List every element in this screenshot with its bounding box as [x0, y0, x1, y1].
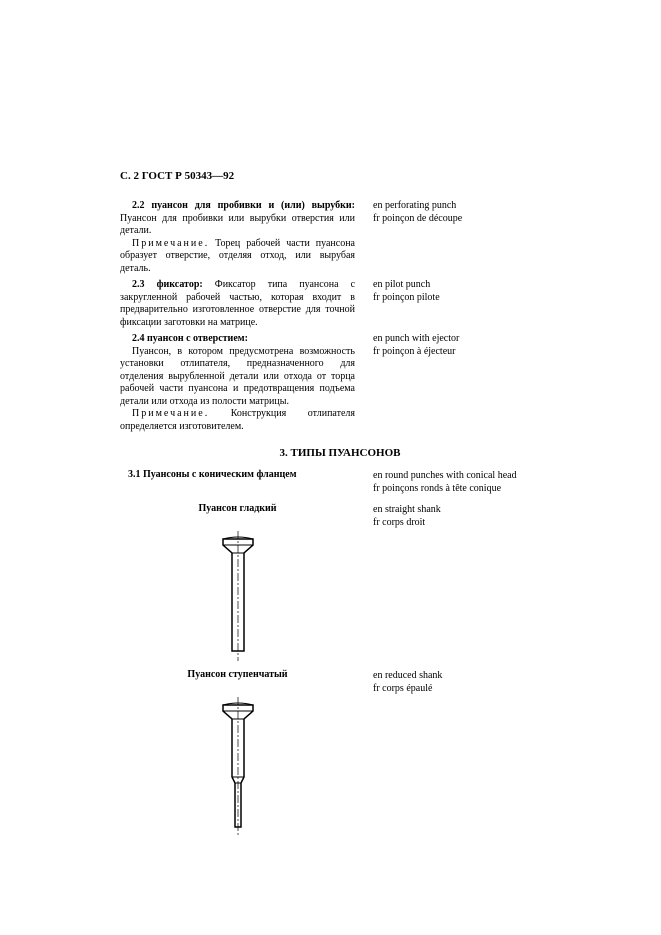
fig1-label: Пуансон гладкий	[120, 503, 355, 529]
entry-2-3-left: 2.3 фиксатор: Фиксатор типа пуансона с з…	[120, 279, 355, 329]
entry-3-1: 3.1 Пуансоны с коническим фланцем en rou…	[120, 469, 560, 495]
entry-2-4-left: 2.4 пуансон с отверстием: Пуансон, в кот…	[120, 333, 355, 433]
note-label: Примечание.	[132, 238, 209, 249]
entry-def: Пуансон для пробивки или вырубки отверст…	[120, 213, 355, 237]
entry-2-2-left: 2.2 пуансон для пробивки и (или) вырубки…	[120, 200, 355, 275]
entry-3-1-right: en round punches with conical head fr po…	[373, 469, 553, 495]
entry-2-2-right: en perforating punch fr poinçon de décou…	[373, 200, 553, 275]
entry-2-4-right: en punch with ejector fr poinçon à éject…	[373, 333, 553, 433]
entry-2-2: 2.2 пуансон для пробивки и (или) вырубки…	[120, 200, 560, 275]
entry-term: пуансон с отверстием:	[147, 333, 248, 344]
entry-num: 2.2	[132, 200, 145, 211]
entry-en: en perforating punch	[373, 200, 553, 213]
fig1-en: en straight shank	[373, 503, 553, 516]
entry-fr: fr poinçons ronds à tête conique	[373, 482, 553, 495]
fig1-label-row: Пуансон гладкий en straight shank fr cor…	[120, 503, 560, 529]
fig1-fr: fr corps droit	[373, 516, 553, 529]
entry-term: пуансон для пробивки и (или) вырубки:	[151, 200, 355, 211]
entry-3-1-left: 3.1 Пуансоны с коническим фланцем	[120, 469, 355, 495]
entry-en: en round punches with conical head	[373, 469, 553, 482]
entry-2-3: 2.3 фиксатор: Фиксатор типа пуансона с з…	[120, 279, 560, 329]
fig2-en: en reduced shank	[373, 669, 553, 682]
entry-fr: fr poinçon pilote	[373, 292, 553, 305]
entry-num: 2.3	[132, 279, 145, 290]
entry-def: Пуансон, в котором предусмотрена возможн…	[120, 346, 355, 407]
fig2-label: Пуансон ступенчатый	[120, 669, 355, 695]
fig2-fr: fr corps épaulé	[373, 682, 553, 695]
entry-2-4: 2.4 пуансон с отверстием: Пуансон, в кот…	[120, 333, 560, 433]
entry-en: en punch with ejector	[373, 333, 553, 346]
fig2-label-row: Пуансон ступенчатый en reduced shank fr …	[120, 669, 560, 695]
page-header: С. 2 ГОСТ Р 50343—92	[120, 170, 560, 182]
entry-fr: fr poinçon de découpe	[373, 213, 553, 226]
note-label: Примечание.	[132, 408, 209, 419]
entry-2-3-right: en pilot punch fr poinçon pilote	[373, 279, 553, 329]
fig1-drawing	[120, 531, 355, 661]
entry-term: Пуансоны с коническим фланцем	[143, 469, 297, 480]
entry-def: Фиксатор типа пуансона с закругленной ра…	[120, 279, 355, 328]
punch-reduced-icon	[213, 697, 263, 837]
punch-straight-icon	[213, 531, 263, 661]
section-3-title: 3. ТИПЫ ПУАНСОНОВ	[120, 447, 560, 459]
fig1-trans: en straight shank fr corps droit	[373, 503, 553, 529]
entry-num: 2.4	[132, 333, 145, 344]
entry-en: en pilot punch	[373, 279, 553, 292]
entry-term: фиксатор:	[157, 279, 203, 290]
entry-fr: fr poinçon à éjecteur	[373, 346, 553, 359]
fig2-trans: en reduced shank fr corps épaulé	[373, 669, 553, 695]
entry-num: 3.1	[128, 469, 141, 480]
page-content: С. 2 ГОСТ Р 50343—92 2.2 пуансон для про…	[120, 170, 560, 843]
fig2-drawing	[120, 697, 355, 837]
